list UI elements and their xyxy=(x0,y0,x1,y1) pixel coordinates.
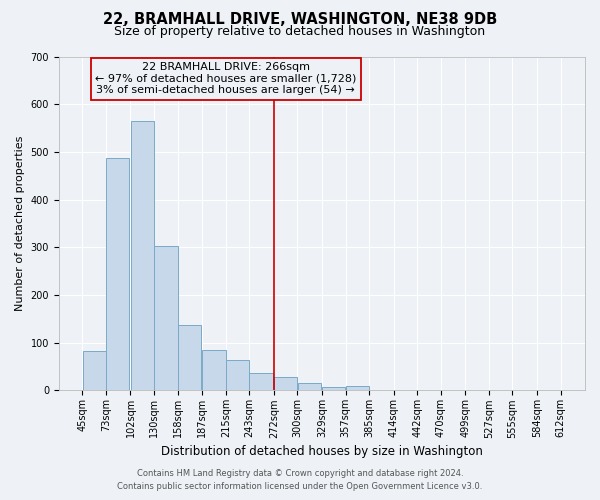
Bar xyxy=(106,158,130,390)
Text: Size of property relative to detached houses in Washington: Size of property relative to detached ho… xyxy=(115,25,485,38)
Y-axis label: Number of detached properties: Number of detached properties xyxy=(15,136,25,311)
Bar xyxy=(226,360,249,390)
Bar xyxy=(322,387,346,390)
Bar xyxy=(202,350,226,391)
X-axis label: Distribution of detached houses by size in Washington: Distribution of detached houses by size … xyxy=(161,444,483,458)
Bar xyxy=(298,384,321,390)
Bar xyxy=(83,351,106,391)
Bar xyxy=(250,373,273,390)
Bar xyxy=(178,324,201,390)
Bar xyxy=(131,121,154,390)
Text: 22 BRAMHALL DRIVE: 266sqm
← 97% of detached houses are smaller (1,728)
3% of sem: 22 BRAMHALL DRIVE: 266sqm ← 97% of detac… xyxy=(95,62,356,96)
Text: 22, BRAMHALL DRIVE, WASHINGTON, NE38 9DB: 22, BRAMHALL DRIVE, WASHINGTON, NE38 9DB xyxy=(103,12,497,28)
Text: Contains HM Land Registry data © Crown copyright and database right 2024.
Contai: Contains HM Land Registry data © Crown c… xyxy=(118,470,482,491)
Bar xyxy=(154,246,178,390)
Bar xyxy=(346,386,369,390)
Bar xyxy=(274,377,298,390)
